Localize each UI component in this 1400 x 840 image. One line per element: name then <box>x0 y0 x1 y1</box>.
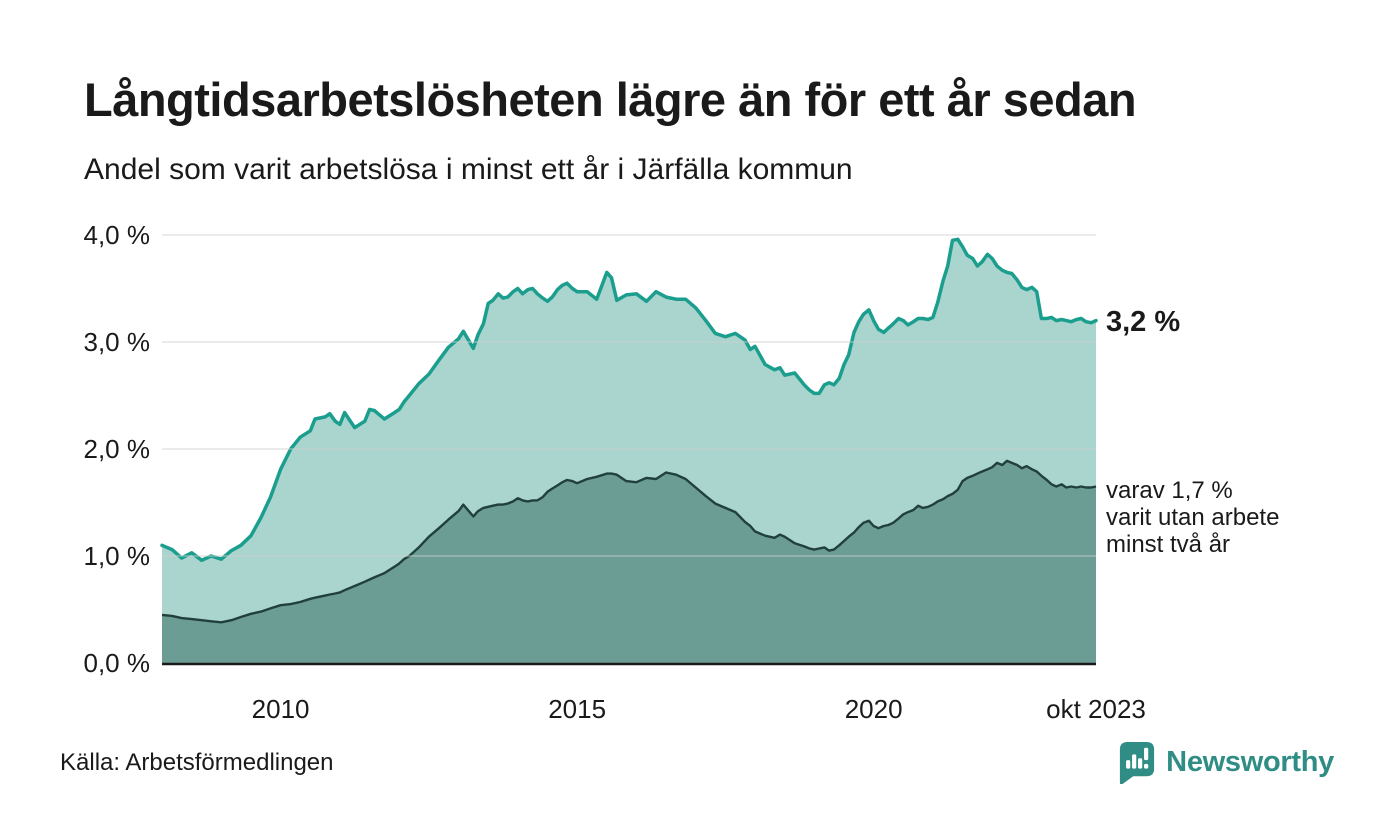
newsworthy-icon <box>1120 742 1155 784</box>
end-value-line1: varav 1,7 % <box>1106 477 1233 504</box>
y-tick-4,0 %: 4,0 % <box>83 220 151 250</box>
x-tick-2020: 2020 <box>844 694 903 724</box>
end-value-line3: minst två år <box>1106 531 1231 558</box>
end-value-label-two-year: varav 1,7 % varit utan arbete minst två … <box>1106 477 1279 558</box>
page-title: Långtidsarbetslösheten lägre än för ett … <box>84 73 1137 126</box>
x-tick-okt 2023: okt 2023 <box>1046 694 1146 724</box>
y-tick-3,0 %: 3,0 % <box>83 327 151 357</box>
y-tick-0,0 %: 0,0 % <box>83 648 151 678</box>
newsworthy-logo: Newsworthy <box>1118 740 1334 784</box>
series-total-line <box>160 237 1098 563</box>
series-two-year-line <box>161 459 1097 624</box>
chart-subtitle: Andel som varit arbetslösa i minst ett å… <box>84 153 853 186</box>
x-tick-2015: 2015 <box>548 694 607 724</box>
y-tick-1,0 %: 1,0 % <box>83 541 151 571</box>
end-value-label-total: 3,2 % <box>1106 306 1181 338</box>
newsworthy-wordmark: Newsworthy <box>1166 745 1334 778</box>
source-credit: Källa: Arbetsförmedlingen <box>60 749 334 776</box>
y-tick-2,0 %: 2,0 % <box>83 434 151 464</box>
series-two-year-area <box>162 460 1096 663</box>
x-tick-2010: 2010 <box>251 694 310 724</box>
end-value-line2: varit utan arbete <box>1106 504 1280 531</box>
